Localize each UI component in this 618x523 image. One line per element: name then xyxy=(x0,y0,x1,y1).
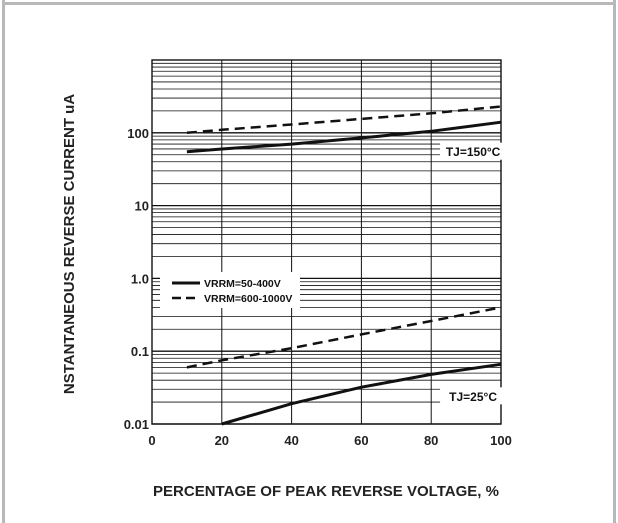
y-tick-label: 10 xyxy=(135,199,149,214)
y-tick-label: 100 xyxy=(127,126,149,141)
annotations: TJ=150°C TJ=25°C xyxy=(440,142,507,405)
x-axis-title: PERCENTAGE OF PEAK REVERSE VOLTAGE, % xyxy=(153,483,499,500)
x-tick-label: 0 xyxy=(148,433,155,448)
series-line-1 xyxy=(186,105,502,135)
tick-labels: 0 20 40 60 80 100 0.01 0.1 1.0 10 100 xyxy=(124,126,512,448)
series-lines xyxy=(186,105,502,426)
annotation-bg xyxy=(440,142,507,160)
y-tick-label: 0.1 xyxy=(131,344,149,359)
y-tick-label: 0.01 xyxy=(124,417,149,432)
x-tick-label: 60 xyxy=(354,433,368,448)
y-tick-label: 1.0 xyxy=(131,271,149,286)
annotation-bg xyxy=(440,387,507,405)
annotation-tj-25: TJ=25°C xyxy=(449,390,497,404)
series-line-2 xyxy=(221,362,502,426)
x-tick-label: 20 xyxy=(215,433,229,448)
x-tick-label: 100 xyxy=(490,433,512,448)
legend-label-solid: VRRM=50-400V xyxy=(204,278,281,290)
series-line-0 xyxy=(186,120,502,154)
x-tick-label: 80 xyxy=(424,433,438,448)
plot-grid xyxy=(152,60,501,425)
legend-label-dashed: VRRM=600-1000V xyxy=(204,293,292,305)
y-axis-title: NSTANTANEOUS REVERSE CURRENT uA xyxy=(61,94,78,394)
legend: VRRM=50-400V VRRM=600-1000V xyxy=(160,272,300,308)
annotation-tj-150: TJ=150°C xyxy=(446,145,501,159)
series-line-3 xyxy=(186,306,502,369)
plot-border xyxy=(151,59,502,425)
x-tick-label: 40 xyxy=(284,433,298,448)
legend-box xyxy=(160,272,300,308)
